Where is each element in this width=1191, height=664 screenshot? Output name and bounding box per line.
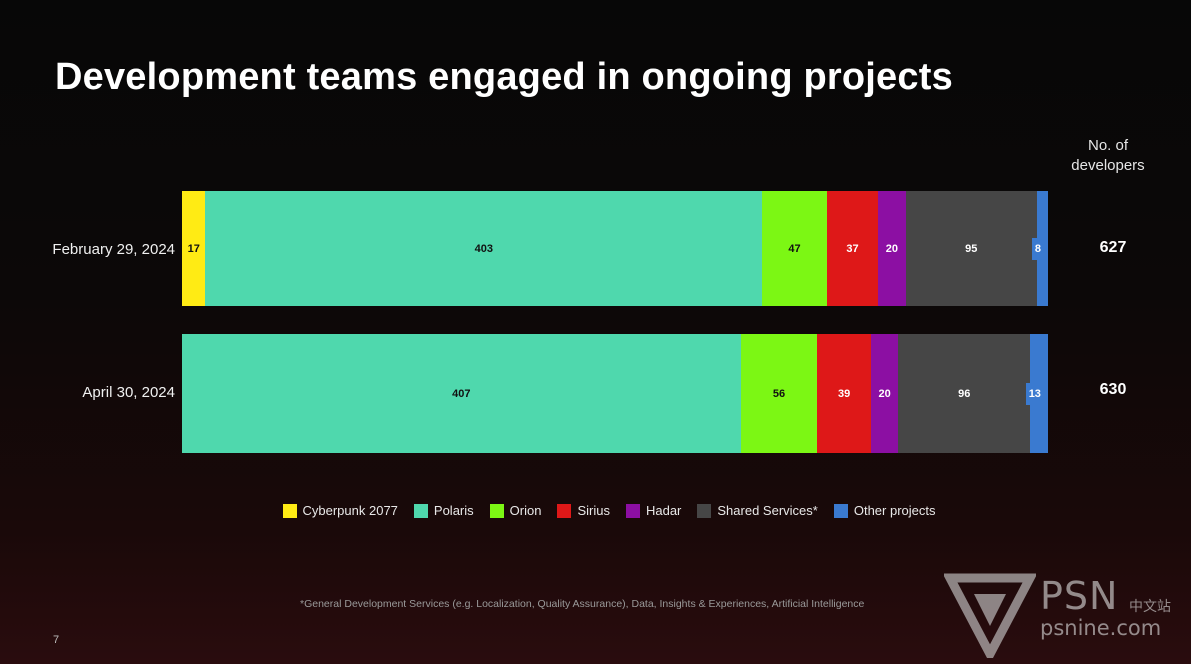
- footnote: *General Development Services (e.g. Loca…: [300, 598, 865, 610]
- data-label: 20: [878, 387, 891, 400]
- bar-segment: 39: [817, 334, 871, 453]
- bar-segment: 47: [762, 191, 827, 306]
- legend-item: Hadar: [625, 503, 682, 518]
- data-label: 96: [958, 387, 971, 400]
- category-label: February 29, 2024: [52, 241, 175, 258]
- bar-segment: 96: [898, 334, 1031, 453]
- bar-segment: 8: [1031, 191, 1048, 306]
- bar-segment: 13: [1025, 334, 1048, 453]
- bar-segment: 20: [878, 191, 906, 306]
- legend-label: Sirius: [577, 503, 610, 518]
- data-label: 39: [838, 387, 851, 400]
- bar-segment: 56: [740, 334, 818, 453]
- legend-item: Orion: [489, 503, 542, 518]
- bar-segment: 407: [182, 334, 741, 453]
- legend-swatch: [697, 503, 712, 518]
- data-label: 37: [846, 242, 859, 255]
- legend-swatch: [557, 503, 572, 518]
- page-number: 7: [53, 634, 60, 646]
- page-title: Development teams engaged in ongoing pro…: [55, 56, 953, 98]
- legend-label: Orion: [509, 503, 542, 518]
- bar-segment: 20: [870, 334, 899, 453]
- row-total: 627: [1099, 239, 1127, 256]
- data-label: 407: [452, 387, 471, 400]
- data-label: 56: [772, 387, 786, 400]
- legend-swatch: [489, 503, 504, 518]
- legend-label: Cyberpunk 2077: [302, 503, 398, 518]
- legend-item: Polaris: [413, 503, 474, 518]
- bar-segment: 95: [905, 191, 1037, 306]
- bar-segment: 37: [826, 191, 879, 306]
- data-label: 403: [474, 242, 493, 255]
- legend-item: Other projects: [833, 503, 936, 518]
- psnine-logo-icon: [944, 573, 1036, 658]
- total-column-header-text: No. of developers: [1071, 137, 1145, 174]
- watermark: PSN 中文站 psnine.com: [944, 572, 1184, 658]
- bar-segment: 17: [182, 191, 206, 306]
- legend-label: Polaris: [433, 503, 474, 518]
- data-label: 95: [965, 242, 978, 255]
- legend-label: Shared Services*: [717, 503, 818, 518]
- legend-item: Shared Services*: [697, 503, 818, 518]
- watermark-brand: PSN: [1040, 574, 1119, 618]
- legend-label: Other projects: [853, 503, 936, 518]
- legend-swatch: [833, 503, 848, 518]
- data-label: 8: [1031, 237, 1044, 260]
- data-label: 20: [885, 242, 898, 255]
- legend-swatch: [282, 503, 297, 518]
- legend-swatch: [625, 503, 640, 518]
- data-label: 47: [788, 242, 801, 255]
- watermark-cn: 中文站: [1129, 598, 1171, 614]
- stacked-bar: 407 56 39 20 96 13: [182, 334, 1048, 453]
- row-total: 630: [1099, 381, 1127, 398]
- data-label: 17: [187, 242, 200, 255]
- legend-swatch: [413, 503, 428, 518]
- bar-segment: 403: [205, 191, 763, 306]
- legend-item: Cyberpunk 2077: [282, 503, 398, 518]
- legend-item: Sirius: [557, 503, 610, 518]
- data-label: 13: [1025, 382, 1044, 405]
- stacked-bar: 17 403 47 37 20 95 8: [182, 191, 1048, 306]
- total-column-header: No. of developers: [1058, 136, 1158, 176]
- watermark-domain: psnine.com: [1040, 616, 1162, 640]
- category-label: April 30, 2024: [82, 384, 175, 401]
- chart-legend: Cyberpunk 2077 Polaris Orion Sirius Hadar Sha…: [0, 503, 1191, 518]
- legend-label: Hadar: [645, 503, 682, 518]
